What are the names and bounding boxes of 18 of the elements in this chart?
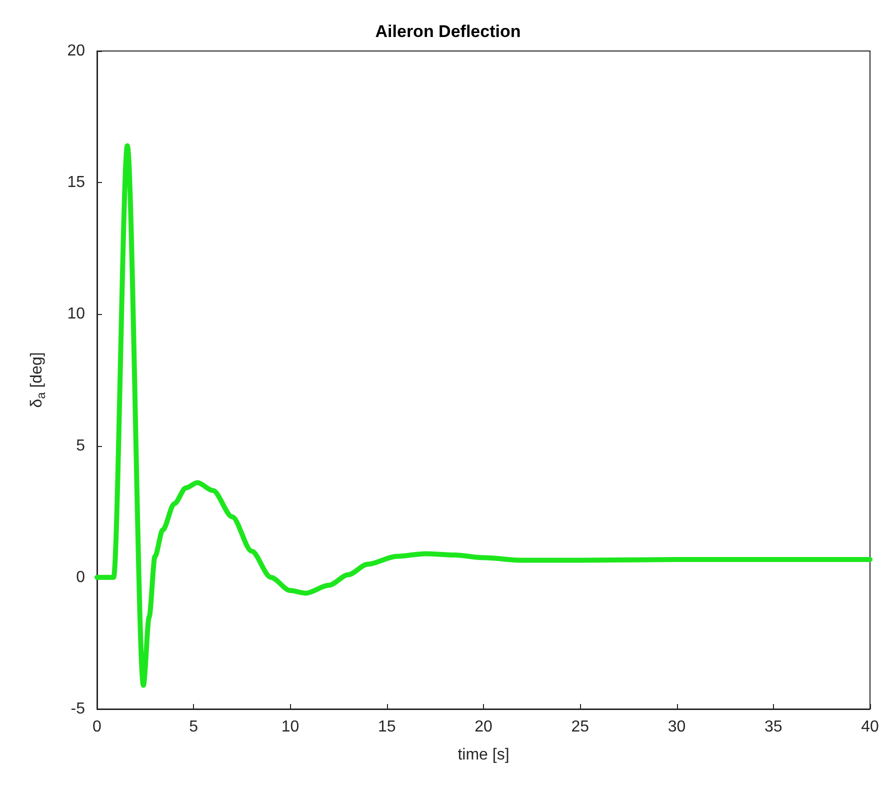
x-tick-label: 25 — [571, 718, 590, 736]
y-tick-label: -5 — [70, 700, 86, 718]
y-tick-label: 0 — [76, 568, 86, 586]
x-tick-label: 15 — [378, 718, 396, 736]
x-tick-label: 0 — [92, 718, 102, 736]
x-axis-title: time [s] — [458, 746, 510, 764]
y-axis-title: δa [deg] — [28, 352, 48, 408]
chart-title: Aileron Deflection — [375, 22, 521, 41]
y-tick-label: 15 — [67, 174, 86, 192]
x-tick-label: 20 — [474, 718, 492, 736]
x-tick-label: 35 — [764, 718, 782, 736]
x-tick-label: 40 — [861, 718, 879, 736]
y-tick-label: 10 — [67, 306, 86, 323]
y-tick-label: 5 — [76, 437, 86, 454]
x-tick-label: 5 — [189, 718, 198, 736]
x-tick-label: 30 — [668, 718, 686, 736]
x-tick-label: 10 — [281, 718, 300, 736]
y-tick-label: 20 — [67, 42, 86, 60]
